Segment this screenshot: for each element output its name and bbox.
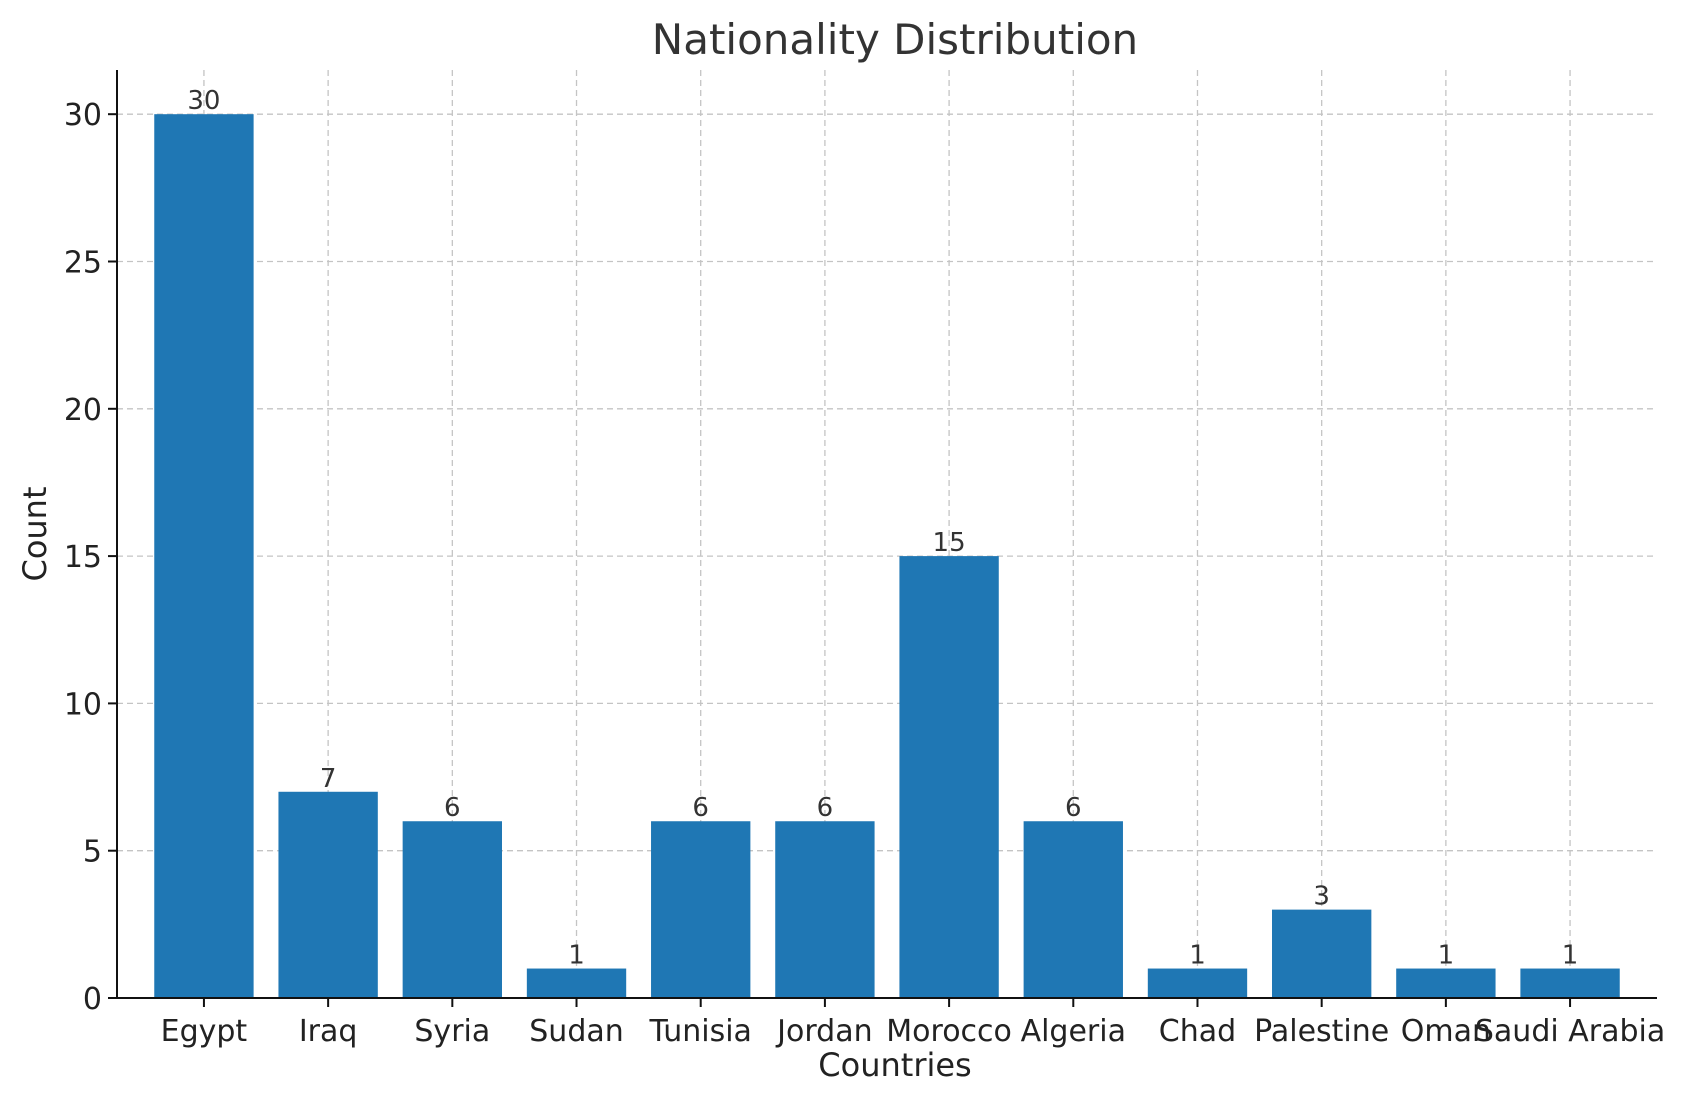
- x-tick-label: Oman: [1401, 1014, 1491, 1049]
- y-axis-label: Count: [16, 486, 54, 581]
- bar-value-label: 7: [320, 764, 337, 794]
- x-tick-label: Tunisia: [648, 1014, 751, 1049]
- y-tick-label: 15: [64, 540, 102, 575]
- bar-algeria: [1023, 821, 1123, 998]
- bar-value-label: 6: [444, 793, 461, 823]
- x-tick-label: Palestine: [1254, 1014, 1389, 1049]
- x-tick-label: Iraq: [299, 1014, 358, 1049]
- bar-value-label: 6: [1065, 793, 1082, 823]
- bar-jordan: [775, 821, 875, 998]
- y-tick-label: 20: [64, 393, 102, 428]
- x-tick-label: Chad: [1159, 1014, 1236, 1049]
- bar-palestine: [1272, 909, 1372, 998]
- y-tick-label: 5: [83, 835, 102, 870]
- bar-value-label: 1: [1189, 941, 1206, 971]
- x-tick-label: Algeria: [1021, 1014, 1126, 1049]
- bar-chad: [1147, 968, 1248, 998]
- ticks: 0 5 10 15 20 25 30 Egypt Iraq Syria Sudan Tunisia Jo…: [64, 98, 1665, 1049]
- y-tick-label: 0: [83, 982, 102, 1017]
- data-labels: 30 7 6 1 6 6 15 6 1 3 1 1: [187, 86, 1578, 970]
- bar-tunisia: [651, 821, 751, 998]
- bar-sudan: [526, 968, 627, 998]
- axes: [116, 70, 1657, 999]
- y-tick-label: 25: [64, 245, 102, 280]
- bar-value-label: 6: [817, 793, 834, 823]
- bar-value-label: 1: [1562, 941, 1579, 971]
- bar-value-label: 6: [692, 793, 709, 823]
- bar-value-label: 15: [933, 528, 966, 558]
- x-tick-label: Egypt: [161, 1014, 248, 1049]
- bar-morocco: [899, 556, 999, 998]
- y-tick-label: 30: [64, 98, 102, 133]
- x-tick-label: Syria: [414, 1014, 490, 1049]
- chart-title: Nationality Distribution: [652, 15, 1138, 64]
- bar-value-label: 3: [1313, 882, 1330, 912]
- x-tick-label: Saudi Arabia: [1475, 1014, 1665, 1049]
- bar-egypt: [154, 114, 254, 998]
- bar-value-label: 30: [187, 86, 220, 116]
- bars: [154, 114, 1620, 998]
- bar-iraq: [278, 791, 378, 998]
- x-axis-label: Countries: [818, 1046, 971, 1084]
- x-tick-label: Jordan: [775, 1014, 872, 1049]
- bar-saudi-arabia: [1520, 968, 1620, 998]
- bar-value-label: 1: [1438, 941, 1455, 971]
- y-tick-label: 10: [64, 687, 102, 722]
- bar-syria: [402, 821, 502, 998]
- x-tick-label: Morocco: [886, 1014, 1012, 1049]
- x-tick-label: Sudan: [529, 1014, 624, 1049]
- bar-value-label: 1: [568, 941, 585, 971]
- bar-oman: [1396, 968, 1496, 998]
